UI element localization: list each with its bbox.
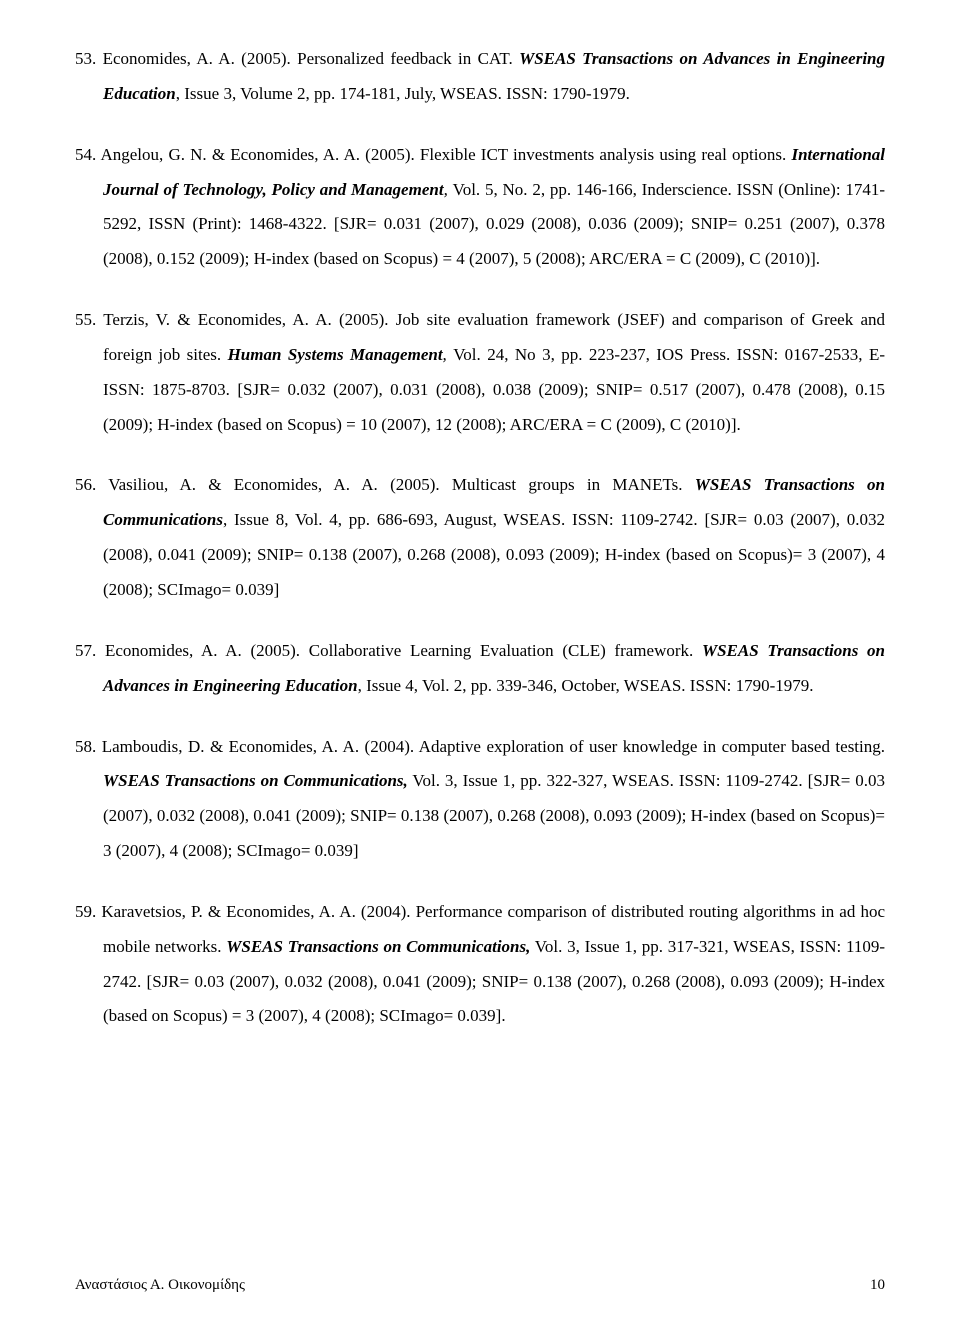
- reference-number: 56.: [75, 475, 108, 494]
- reference-text: Economides, A. A. (2005). Personalized f…: [103, 49, 519, 68]
- reference-text: Vol. 3, Issue 1: [408, 771, 511, 790]
- reference-list: 53. Economides, A. A. (2005). Personaliz…: [75, 42, 885, 1034]
- reference-item: 59. Karavetsios, P. & Economides, A. A. …: [75, 895, 885, 1034]
- reference-text: Angelou, G. N. & Economides, A. A. (2005…: [100, 145, 791, 164]
- reference-number: 57.: [75, 641, 105, 660]
- footer-author: Αναστάσιος Α. Οικονομίδης: [75, 1270, 245, 1301]
- reference-number: 59.: [75, 902, 101, 921]
- reference-item: 58. Lamboudis, D. & Economides, A. A. (2…: [75, 730, 885, 869]
- reference-number: 55.: [75, 310, 103, 329]
- reference-number: 58.: [75, 737, 102, 756]
- page: 53. Economides, A. A. (2005). Personaliz…: [0, 0, 960, 1339]
- reference-text: Lamboudis, D. & Economides, A. A. (2004)…: [102, 737, 885, 756]
- reference-item: 57. Economides, A. A. (2005). Collaborat…: [75, 634, 885, 704]
- reference-item: 54. Angelou, G. N. & Economides, A. A. (…: [75, 138, 885, 277]
- reference-text: WSEAS Transactions on Communications,: [103, 771, 408, 790]
- reference-text: , Issue 4, Vol. 2, pp. 339-346, October,…: [358, 676, 814, 695]
- reference-text: WSEAS Transactions on Communications,: [226, 937, 530, 956]
- reference-item: 55. Terzis, V. & Economides, A. A. (2005…: [75, 303, 885, 442]
- reference-text: Human Systems Management: [228, 345, 443, 364]
- page-footer: Αναστάσιος Α. Οικονομίδης 10: [75, 1270, 885, 1301]
- reference-text: Economides, A. A. (2005). Collaborative …: [105, 641, 702, 660]
- reference-text: Vasiliou, A. & Economides, A. A. (2005).…: [108, 475, 695, 494]
- reference-text: , Issue 3, Volume 2, pp. 174-181, July, …: [176, 84, 630, 103]
- reference-item: 53. Economides, A. A. (2005). Personaliz…: [75, 42, 885, 112]
- reference-text: ,: [443, 345, 454, 364]
- reference-number: 53.: [75, 49, 103, 68]
- footer-page-number: 10: [870, 1270, 885, 1301]
- reference-number: 54.: [75, 145, 100, 164]
- reference-item: 56. Vasiliou, A. & Economides, A. A. (20…: [75, 468, 885, 607]
- reference-text: ,: [444, 180, 453, 199]
